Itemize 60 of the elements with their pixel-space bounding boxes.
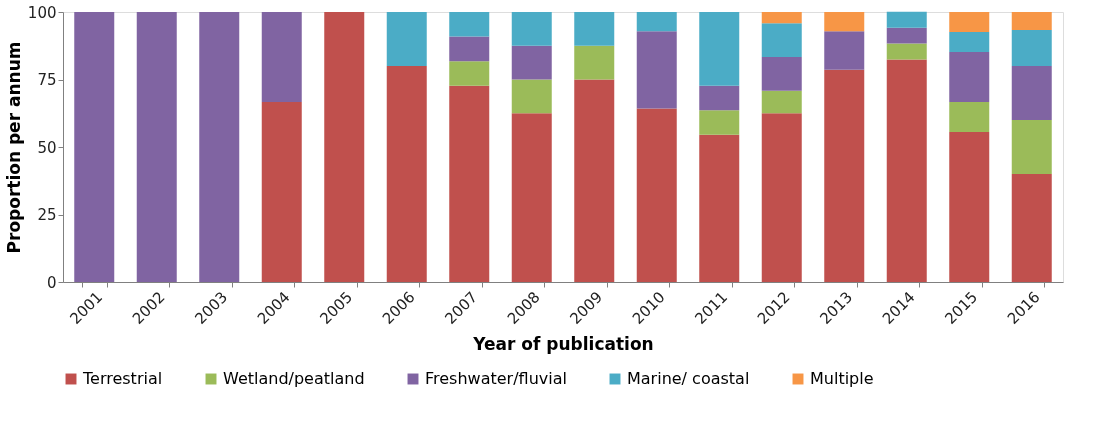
bar bbox=[574, 45, 615, 80]
bar bbox=[761, 113, 802, 282]
y-tick-label: 75 bbox=[37, 71, 57, 89]
bar bbox=[1011, 30, 1052, 66]
bar bbox=[261, 101, 302, 282]
bar bbox=[636, 108, 677, 282]
bar bbox=[761, 23, 802, 58]
bar bbox=[1011, 174, 1052, 282]
bar bbox=[1011, 66, 1052, 120]
legend-label: Freshwater/fluvial bbox=[425, 369, 567, 388]
bar bbox=[261, 12, 302, 102]
bar bbox=[761, 57, 802, 91]
bar bbox=[949, 131, 990, 282]
bar bbox=[574, 79, 615, 282]
legend-label: Terrestrial bbox=[82, 369, 163, 388]
y-tick-label: 50 bbox=[37, 138, 57, 157]
legend-label: Multiple bbox=[810, 369, 874, 388]
bar bbox=[386, 12, 427, 66]
bar bbox=[74, 12, 115, 282]
bar bbox=[511, 79, 552, 114]
bar bbox=[699, 110, 740, 135]
bar bbox=[886, 27, 927, 44]
y-tick-label: 100 bbox=[27, 3, 57, 22]
bar bbox=[886, 11, 927, 28]
legend-label: Wetland/peatland bbox=[223, 369, 365, 388]
bar bbox=[761, 90, 802, 114]
bar bbox=[511, 45, 552, 80]
bar bbox=[449, 85, 490, 282]
bar bbox=[636, 31, 677, 109]
bar bbox=[949, 31, 990, 52]
x-axis-title: Year of publication bbox=[472, 334, 654, 355]
bar bbox=[824, 69, 865, 282]
bar bbox=[699, 134, 740, 282]
bar bbox=[1011, 120, 1052, 174]
bar bbox=[699, 12, 740, 86]
bar bbox=[386, 66, 427, 282]
legend-label: Marine/ coastal bbox=[627, 369, 750, 388]
y-tick-label: 0 bbox=[46, 273, 57, 292]
bar bbox=[324, 12, 365, 282]
bar bbox=[949, 51, 990, 102]
bar bbox=[761, 12, 802, 24]
bar bbox=[511, 113, 552, 282]
bar bbox=[824, 31, 865, 70]
bar bbox=[886, 59, 927, 282]
y-tick-label: 25 bbox=[37, 206, 57, 224]
bar bbox=[949, 101, 990, 132]
bar bbox=[199, 12, 240, 282]
bar bbox=[136, 12, 177, 282]
bar bbox=[449, 61, 490, 86]
bar bbox=[449, 36, 490, 62]
bar bbox=[511, 12, 552, 46]
bar bbox=[574, 12, 615, 46]
bar bbox=[699, 85, 740, 111]
y-axis-title: Proportion per annum bbox=[3, 41, 24, 254]
bar bbox=[449, 12, 490, 37]
bar bbox=[1011, 12, 1052, 31]
bar bbox=[824, 12, 865, 32]
bar bbox=[949, 12, 990, 32]
bar bbox=[886, 43, 927, 60]
bar bbox=[636, 12, 677, 32]
